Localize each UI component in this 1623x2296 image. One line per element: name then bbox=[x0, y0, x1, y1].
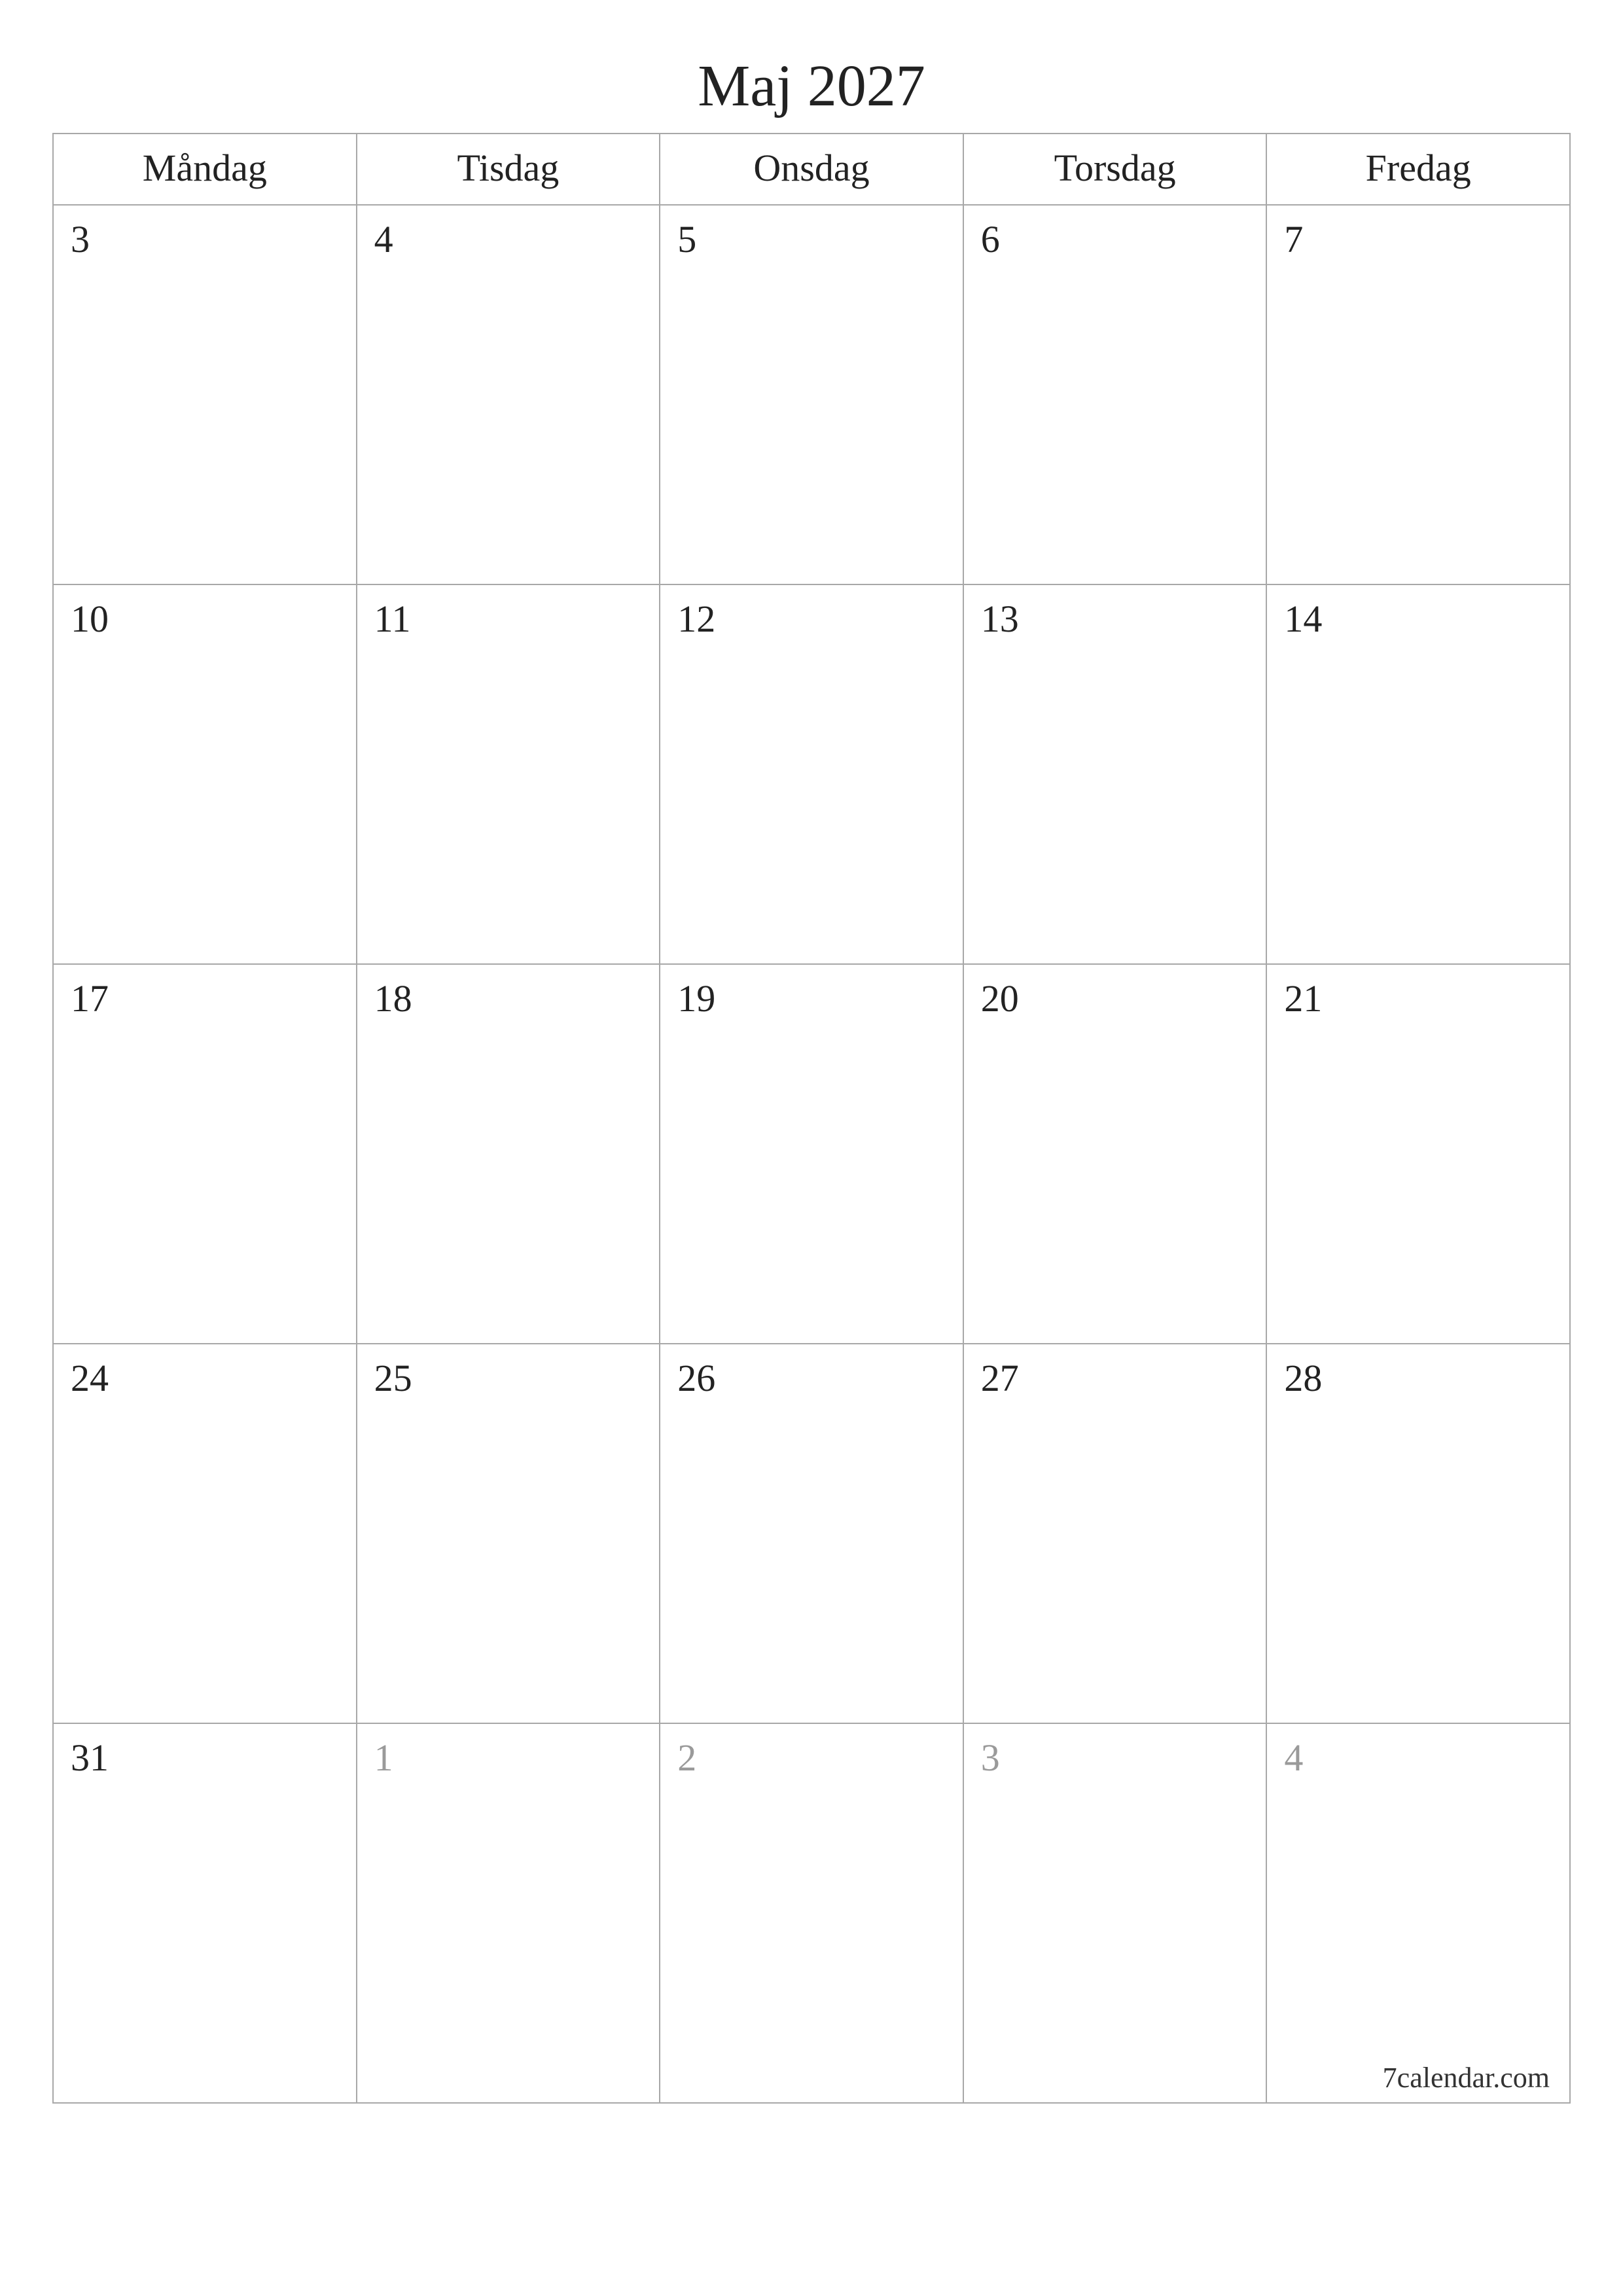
calendar-day-cell: 20 bbox=[963, 964, 1267, 1344]
calendar-day-cell: 5 bbox=[660, 205, 963, 584]
calendar-day-cell: 1 bbox=[357, 1723, 660, 2103]
weekday-header: Måndag bbox=[53, 134, 357, 205]
day-number: 28 bbox=[1284, 1356, 1322, 1400]
day-number: 27 bbox=[981, 1356, 1019, 1400]
day-number: 14 bbox=[1284, 597, 1322, 641]
calendar-table: Måndag Tisdag Onsdag Torsdag Fredag 3 4 … bbox=[52, 133, 1571, 2104]
calendar-day-cell: 3 bbox=[53, 205, 357, 584]
calendar-day-cell: 4 7calendar.com bbox=[1266, 1723, 1570, 2103]
day-number: 18 bbox=[374, 977, 412, 1020]
calendar-day-cell: 12 bbox=[660, 584, 963, 964]
day-number: 20 bbox=[981, 977, 1019, 1020]
day-number: 5 bbox=[677, 217, 696, 261]
calendar-day-cell: 21 bbox=[1266, 964, 1570, 1344]
weekday-header: Tisdag bbox=[357, 134, 660, 205]
calendar-day-cell: 31 bbox=[53, 1723, 357, 2103]
calendar-day-cell: 14 bbox=[1266, 584, 1570, 964]
day-number: 17 bbox=[71, 977, 109, 1020]
calendar-week-row: 10 11 12 13 14 bbox=[53, 584, 1570, 964]
calendar-page: Maj 2027 Måndag Tisdag Onsdag Torsdag Fr… bbox=[0, 0, 1623, 2156]
calendar-day-cell: 17 bbox=[53, 964, 357, 1344]
calendar-day-cell: 4 bbox=[357, 205, 660, 584]
calendar-week-row: 31 1 2 3 4 7calendar.com bbox=[53, 1723, 1570, 2103]
day-number: 26 bbox=[677, 1356, 715, 1400]
day-number: 21 bbox=[1284, 977, 1322, 1020]
calendar-day-cell: 25 bbox=[357, 1344, 660, 1723]
day-number: 4 bbox=[374, 217, 393, 261]
weekday-header: Fredag bbox=[1266, 134, 1570, 205]
day-number: 7 bbox=[1284, 217, 1303, 261]
weekday-header: Onsdag bbox=[660, 134, 963, 205]
calendar-week-row: 24 25 26 27 28 bbox=[53, 1344, 1570, 1723]
day-number: 3 bbox=[71, 217, 90, 261]
calendar-day-cell: 7 bbox=[1266, 205, 1570, 584]
day-number: 12 bbox=[677, 597, 715, 641]
day-number: 24 bbox=[71, 1356, 109, 1400]
calendar-day-cell: 28 bbox=[1266, 1344, 1570, 1723]
calendar-day-cell: 18 bbox=[357, 964, 660, 1344]
calendar-day-cell: 13 bbox=[963, 584, 1267, 964]
day-number: 3 bbox=[981, 1736, 1000, 1780]
calendar-week-row: 3 4 5 6 7 bbox=[53, 205, 1570, 584]
day-number: 31 bbox=[71, 1736, 109, 1780]
calendar-title: Maj 2027 bbox=[52, 52, 1571, 120]
calendar-day-cell: 11 bbox=[357, 584, 660, 964]
weekday-header: Torsdag bbox=[963, 134, 1267, 205]
day-number: 6 bbox=[981, 217, 1000, 261]
day-number: 11 bbox=[374, 597, 411, 641]
calendar-day-cell: 6 bbox=[963, 205, 1267, 584]
calendar-header-row: Måndag Tisdag Onsdag Torsdag Fredag bbox=[53, 134, 1570, 205]
calendar-day-cell: 26 bbox=[660, 1344, 963, 1723]
calendar-day-cell: 24 bbox=[53, 1344, 357, 1723]
footer-credit: 7calendar.com bbox=[1383, 2061, 1550, 2094]
day-number: 13 bbox=[981, 597, 1019, 641]
day-number: 19 bbox=[677, 977, 715, 1020]
calendar-day-cell: 19 bbox=[660, 964, 963, 1344]
calendar-week-row: 17 18 19 20 21 bbox=[53, 964, 1570, 1344]
day-number: 10 bbox=[71, 597, 109, 641]
calendar-day-cell: 2 bbox=[660, 1723, 963, 2103]
day-number: 1 bbox=[374, 1736, 393, 1780]
calendar-day-cell: 10 bbox=[53, 584, 357, 964]
day-number: 4 bbox=[1284, 1736, 1303, 1780]
calendar-day-cell: 27 bbox=[963, 1344, 1267, 1723]
calendar-day-cell: 3 bbox=[963, 1723, 1267, 2103]
day-number: 25 bbox=[374, 1356, 412, 1400]
day-number: 2 bbox=[677, 1736, 696, 1780]
